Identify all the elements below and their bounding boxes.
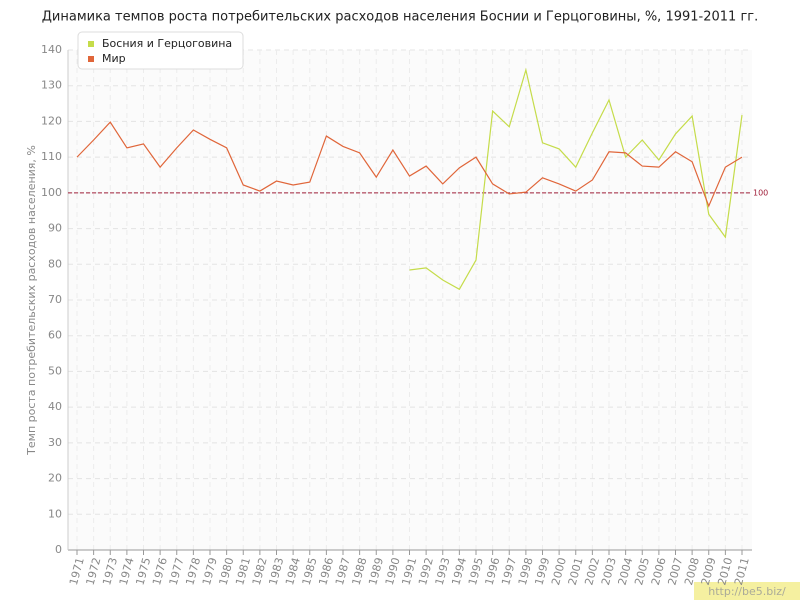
y-tick-label: 20: [48, 472, 62, 485]
y-tick-label: 140: [41, 43, 62, 56]
y-tick-label: 70: [48, 293, 62, 306]
y-tick-label: 90: [48, 222, 62, 235]
legend-swatch: [88, 41, 94, 47]
y-tick-label: 100: [41, 186, 62, 199]
y-tick-label: 120: [41, 114, 62, 127]
y-tick-label: 40: [48, 400, 62, 413]
chart-title: Динамика темпов роста потребительских ра…: [42, 10, 759, 25]
series-line: [76, 121, 743, 208]
legend-swatch: [88, 56, 94, 62]
y-tick-label: 30: [48, 436, 62, 449]
series-line: [409, 67, 743, 291]
reference-label: 100: [753, 188, 768, 197]
y-tick-label: 10: [48, 507, 62, 520]
legend-text: Мир: [102, 52, 126, 65]
legend: Босния и Герцоговина Мир: [77, 31, 244, 70]
watermark-bg: [694, 582, 800, 600]
legend-text: Босния и Герцоговина: [102, 37, 232, 50]
y-tick-label: 50: [48, 364, 62, 377]
legend-box: [77, 31, 244, 70]
y-tick-label: 60: [48, 329, 62, 342]
y-tick-label: 0: [55, 543, 62, 556]
y-tick-label: 80: [48, 257, 62, 270]
watermark: http://be5.biz/: [708, 585, 786, 598]
y-tick-label: 110: [41, 150, 62, 163]
y-tick-label: 130: [41, 79, 62, 92]
y-axis-label: Темп роста потребительских расходов насе…: [25, 145, 38, 456]
